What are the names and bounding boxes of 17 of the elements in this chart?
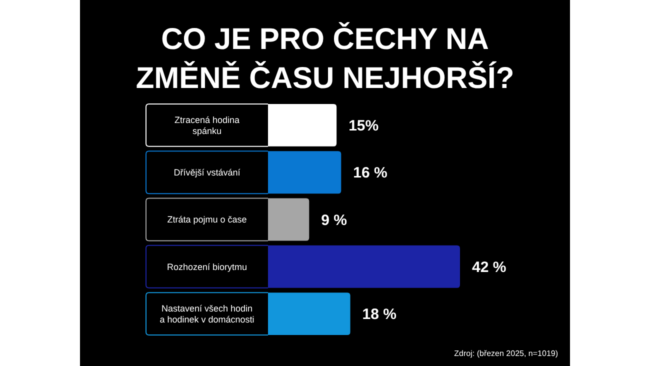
y-tick-label: Ztracená hodina spánku bbox=[174, 114, 240, 136]
data-label: 42 % bbox=[472, 258, 506, 276]
bar bbox=[268, 104, 337, 146]
y-tick-label: Rozhození biorytmu bbox=[166, 262, 248, 272]
y-tick-label: Ztráta pojmu o čase bbox=[167, 214, 247, 225]
data-label: 16 % bbox=[353, 164, 388, 182]
bar bbox=[268, 151, 342, 194]
data-label: 9 % bbox=[321, 212, 347, 229]
data-label: 18 % bbox=[362, 306, 396, 324]
chart-title: CO JE PRO ČECHY NA ZMĚNĚ ČASU NEJHORŠÍ? bbox=[136, 22, 514, 95]
data-label: 15% bbox=[348, 117, 379, 134]
bar bbox=[268, 198, 310, 241]
bar bbox=[268, 245, 460, 288]
y-tick-label: Nastavení všech hodin a hodinek v domácnosti bbox=[160, 304, 254, 324]
text: Zdroj: (březen 2025, n=1019) bbox=[454, 349, 558, 358]
bar bbox=[268, 292, 350, 335]
y-tick-label: Dřívější vstávání bbox=[174, 168, 241, 178]
